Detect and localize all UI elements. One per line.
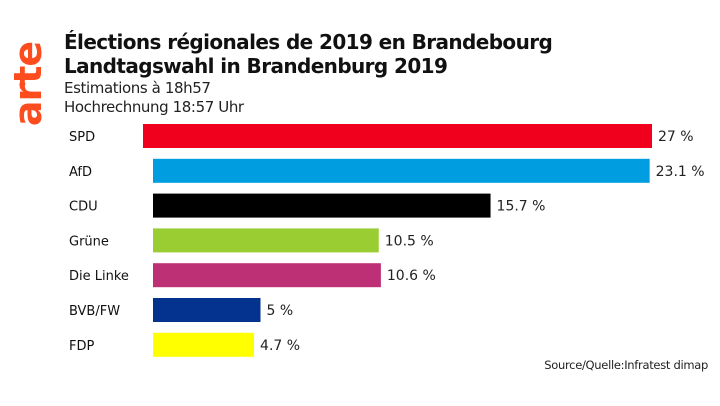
category-label: FDP (69, 339, 94, 354)
bar-afd (153, 158, 650, 183)
value-label: 10.6 % (387, 268, 436, 284)
category-label: BVB/FW (69, 304, 120, 319)
category-label: SPD (69, 130, 95, 145)
bar-fdp (153, 332, 255, 357)
category-label: Grüne (69, 234, 109, 249)
value-label: 23.1 % (656, 164, 705, 180)
category-label: Die Linke (69, 269, 129, 284)
value-label: 10.5 % (385, 233, 434, 249)
bar-gr-ne (153, 228, 379, 253)
chart-title: Élections régionales de 2019 en Brandebo… (64, 30, 553, 78)
subtitle-french: Estimations à 18h57 (64, 79, 211, 97)
chart-subtitle: Estimations à 18h57 Hochrechnung 18:57 U… (64, 79, 244, 117)
title-french: Élections régionales de 2019 en Brandebo… (64, 30, 553, 54)
source-note: Source/Quelle:Infratest dimap (544, 358, 708, 372)
category-label: AfD (69, 165, 92, 180)
value-label: 27 % (658, 129, 694, 145)
bar-die-linke (153, 263, 381, 288)
bar-spd (143, 124, 652, 148)
category-label: CDU (69, 200, 98, 215)
bar-bvb-fw (153, 298, 261, 322)
subtitle-german: Hochrechnung 18:57 Uhr (64, 98, 244, 116)
value-label: 15.7 % (497, 199, 546, 215)
title-german: Landtagswahl in Brandenburg 2019 (64, 54, 448, 78)
value-label: 4.7 % (260, 338, 300, 354)
value-label: 5 % (267, 303, 294, 319)
bar-cdu (153, 193, 491, 218)
